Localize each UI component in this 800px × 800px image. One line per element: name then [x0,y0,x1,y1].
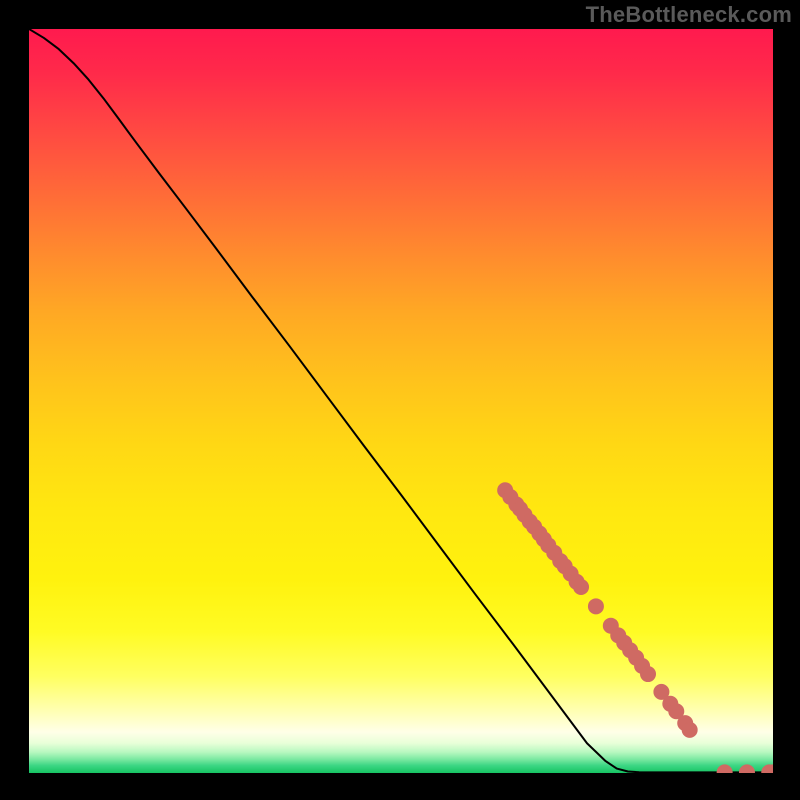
marker-group [498,483,773,773]
data-marker [641,667,656,682]
data-marker [717,765,732,773]
watermark-text: TheBottleneck.com [586,2,792,28]
plot-area [29,29,773,773]
data-marker [574,580,589,595]
data-marker [739,765,754,773]
chart-frame: TheBottleneck.com [0,0,800,800]
chart-overlay [29,29,773,773]
bottleneck-curve [29,29,773,772]
data-marker [682,722,697,737]
data-marker [588,599,603,614]
